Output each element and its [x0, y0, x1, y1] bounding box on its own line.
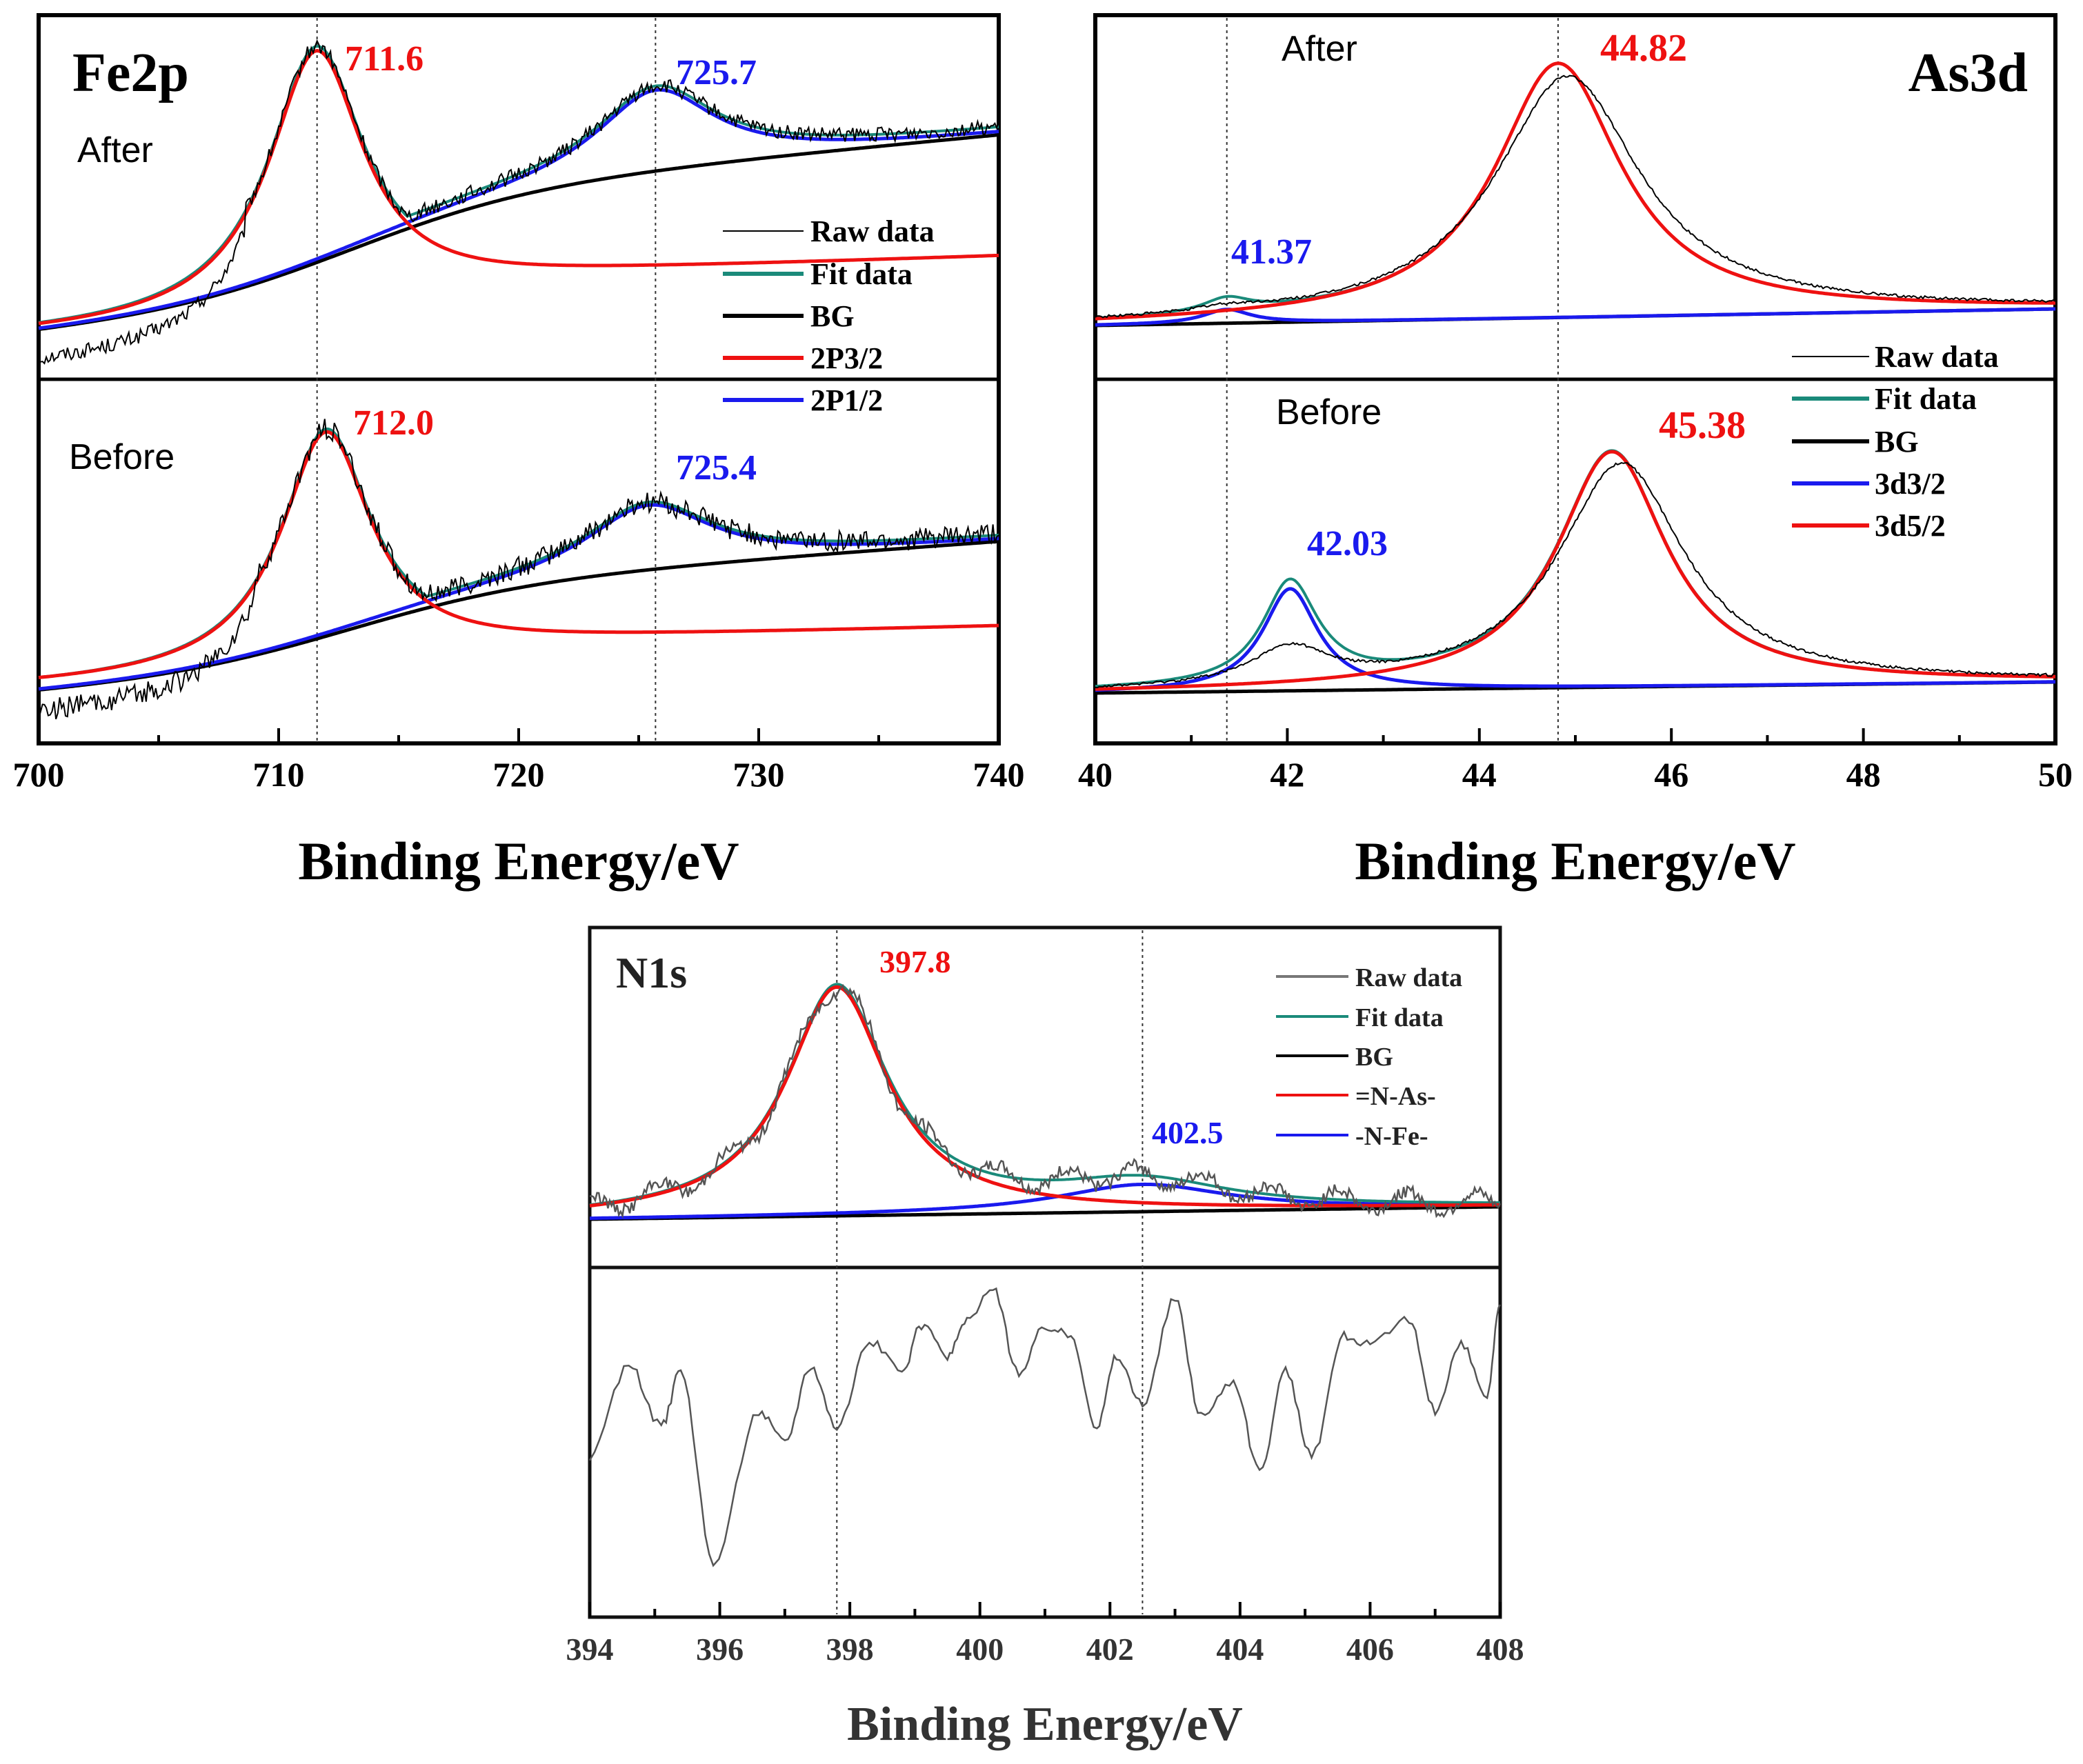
- as3d-x-axis-label: Binding Energy/eV: [1355, 831, 1795, 891]
- n1s-x-ticks: 394 396 398 400 402 404 406 408: [566, 1602, 1524, 1667]
- x-tick-label: 710: [253, 755, 305, 794]
- x-tick-label: 394: [566, 1632, 614, 1667]
- fe2p-peak-label: 725.7: [676, 53, 757, 92]
- x-tick-label: 406: [1346, 1632, 1394, 1667]
- legend-label: 3d3/2: [1875, 467, 1946, 501]
- fit-data-line: [38, 45, 999, 324]
- as3d-peak-label: 41.37: [1231, 232, 1312, 272]
- legend-label: Raw data: [1875, 340, 1999, 374]
- legend-label: Fit data: [1355, 1003, 1444, 1032]
- x-tick-label: 402: [1086, 1632, 1134, 1667]
- legend-label: Raw data: [1355, 963, 1462, 992]
- blue-component-line: [1095, 587, 2055, 692]
- red-component-line: [589, 985, 1501, 1207]
- n1s-peak-label: 397.8: [879, 944, 951, 979]
- as3d-title: As3d: [1908, 43, 2028, 103]
- red-component-line: [38, 49, 999, 325]
- fe2p-plot-area: [38, 18, 999, 741]
- x-tick-label: 44: [1462, 755, 1497, 794]
- x-tick-label: 398: [826, 1632, 874, 1667]
- x-tick-label: 720: [493, 755, 545, 794]
- fe2p-panel-label-before: Before: [69, 437, 175, 477]
- x-tick-label: 42: [1270, 755, 1304, 794]
- x-tick-label: 730: [733, 755, 785, 794]
- fe2p-x-axis-label: Binding Energy/eV: [298, 831, 739, 891]
- as3d-panel-label-after: After: [1282, 29, 1357, 69]
- red-component-line: [1095, 450, 2055, 691]
- blue-component-line: [1095, 307, 2055, 327]
- x-tick-label: 400: [956, 1632, 1004, 1667]
- fe2p-peak-label: 711.6: [345, 39, 423, 79]
- legend-label: -N-Fe-: [1355, 1122, 1428, 1151]
- n1s-peak-label: 402.5: [1152, 1115, 1224, 1150]
- red-component-line: [1095, 61, 2055, 321]
- x-tick-label: 700: [13, 755, 65, 794]
- x-tick-label: 396: [696, 1632, 744, 1667]
- fe2p-chart: 700 710 720 730 740 Fe2p After Before 711.6 …: [13, 13, 1025, 891]
- legend-label: 2P1/2: [810, 383, 883, 417]
- raw-data-line: [38, 39, 999, 365]
- fe2p-panel-label-after: After: [77, 130, 153, 170]
- x-tick-label: 740: [973, 755, 1025, 794]
- as3d-peak-label: 45.38: [1659, 404, 1746, 447]
- blue-component-line: [590, 1182, 1500, 1221]
- n1s-plot-area: [588, 930, 1502, 1614]
- legend-label: 2P3/2: [810, 341, 883, 375]
- n1s-legend: Raw data Fit data BG =N-As- -N-Fe-: [1276, 963, 1462, 1151]
- blue-component-line: [38, 88, 999, 330]
- legend-label: Raw data: [810, 214, 935, 248]
- x-tick-label: 40: [1078, 755, 1113, 794]
- legend-label: BG: [810, 299, 855, 333]
- legend-label: Fit data: [1875, 382, 1977, 416]
- as3d-peak-label: 42.03: [1307, 524, 1388, 563]
- legend-label: BG: [1875, 425, 1919, 459]
- fe2p-title: Fe2p: [72, 43, 189, 103]
- as3d-legend: Raw data Fit data BG 3d3/2 3d5/2: [1792, 340, 1999, 543]
- fe2p-x-ticks: 700 710 720 730 740: [13, 728, 1025, 794]
- raw-data-line: [589, 983, 1502, 1219]
- raw-data-line: [1095, 462, 2056, 689]
- raw-data-line: [588, 1287, 1502, 1567]
- fe2p-peak-label: 725.4: [676, 448, 757, 488]
- legend-label: BG: [1355, 1043, 1393, 1072]
- legend-label: 3d5/2: [1875, 509, 1946, 543]
- bg-line: [38, 539, 999, 692]
- legend-label: Fit data: [810, 257, 913, 291]
- n1s-title: N1s: [616, 948, 687, 997]
- raw-data-line: [1095, 74, 2056, 319]
- red-component-line: [38, 430, 999, 679]
- n1s-chart: 394 396 398 400 402 404 406 408 N1s 397.8 402.5…: [566, 925, 1524, 1751]
- blue-component-line: [38, 503, 999, 691]
- x-tick-label: 48: [1846, 755, 1881, 794]
- fe2p-legend: Raw data Fit data BG 2P3/2 2P1/2: [723, 214, 935, 417]
- as3d-x-ticks: 40 42 44 46 48 50: [1078, 728, 2073, 794]
- as3d-plot-area: [1095, 18, 2056, 741]
- as3d-chart: 40 42 44 46 48 50 As3d After Before 44.82 41.…: [1078, 13, 2073, 891]
- as3d-peak-label: 44.82: [1600, 27, 1687, 70]
- x-tick-label: 50: [2038, 755, 2073, 794]
- legend-label: =N-As-: [1355, 1082, 1436, 1111]
- n1s-x-axis-label: Binding Energy/eV: [847, 1698, 1243, 1751]
- x-tick-label: 46: [1654, 755, 1688, 794]
- as3d-panel-label-before: Before: [1276, 392, 1382, 432]
- raw-data-line: [38, 419, 999, 720]
- x-tick-label: 404: [1216, 1632, 1264, 1667]
- x-tick-label: 408: [1477, 1632, 1524, 1667]
- fe2p-peak-label: 712.0: [353, 403, 434, 443]
